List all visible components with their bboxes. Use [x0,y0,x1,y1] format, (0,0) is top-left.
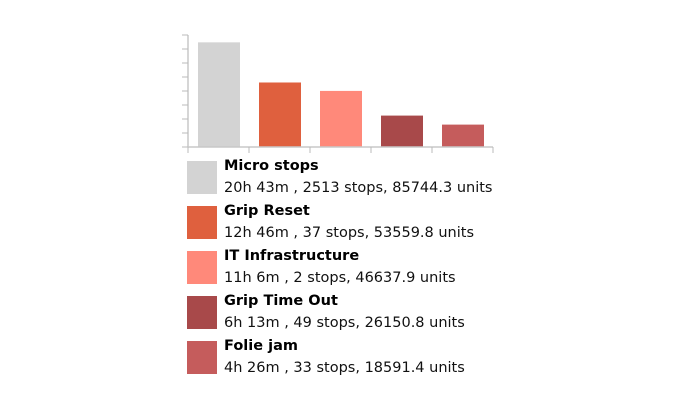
bar-chart [182,34,494,153]
legend-title: Micro stops [224,158,319,174]
bar-folie-jam [442,124,484,147]
bar-micro-stops [198,42,240,147]
legend-swatch [187,341,217,374]
legend-detail: 4h 26m , 33 stops, 18591.4 units [224,360,465,376]
legend-title: Grip Time Out [224,293,338,309]
legend-swatch [187,206,217,239]
legend-swatch [187,296,217,329]
legend-detail: 20h 43m , 2513 stops, 85744.3 units [224,180,493,196]
legend-title: IT Infrastructure [224,248,360,264]
bar-it-infrastructure [320,90,362,147]
bar-grip-reset [259,82,301,147]
legend-detail: 12h 46m , 37 stops, 53559.8 units [224,225,475,241]
legend-detail: 11h 6m , 2 stops, 46637.9 units [224,270,456,286]
legend-title: Folie jam [224,338,298,354]
legend-detail: 6h 13m , 49 stops, 26150.8 units [224,315,465,331]
legend-title: Grip Reset [224,203,310,219]
legend-swatch [187,251,217,284]
bar-grip-time-out [381,115,423,147]
legend-swatch [187,161,217,194]
